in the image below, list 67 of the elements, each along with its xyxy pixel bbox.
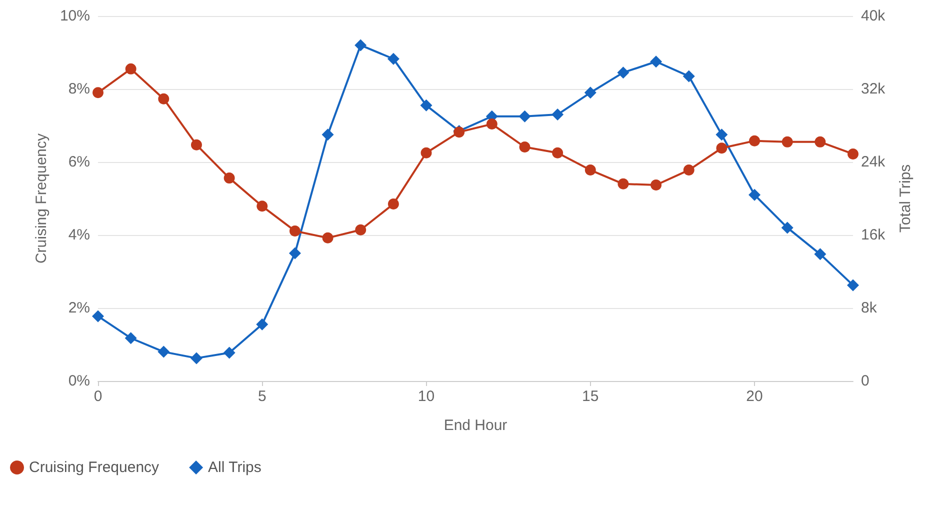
point — [289, 225, 300, 236]
point — [584, 164, 596, 176]
point — [288, 247, 301, 260]
x-tick-label: 0 — [94, 388, 102, 405]
y2-tick-label: 24k — [861, 154, 886, 170]
point — [355, 224, 366, 236]
y2-tick-label: 32k — [861, 80, 886, 98]
point — [124, 332, 137, 344]
y-tick-label: 0% — [68, 372, 90, 390]
point — [158, 346, 170, 358]
legend-label: All Trips — [208, 459, 262, 476]
point — [650, 56, 662, 68]
point — [388, 198, 399, 210]
point — [322, 128, 334, 141]
legend-label: Cruising Frequency — [29, 459, 160, 476]
point — [650, 180, 662, 190]
y-tick-label: 10% — [60, 8, 90, 24]
point — [256, 200, 268, 212]
point — [584, 86, 596, 99]
point — [420, 99, 432, 112]
point — [749, 135, 760, 146]
y-tick-label: 4% — [68, 226, 90, 244]
x-tick-label: 15 — [582, 388, 599, 405]
point — [387, 52, 400, 65]
point — [486, 118, 498, 130]
point — [158, 93, 170, 104]
point — [92, 310, 104, 322]
point — [322, 232, 334, 244]
point — [190, 352, 202, 364]
point — [92, 87, 104, 98]
y2-tick-label: 0 — [861, 372, 870, 390]
y2-tick-label: 40k — [861, 8, 886, 24]
y-tick-label: 6% — [68, 154, 90, 170]
x-tick-label: 20 — [746, 388, 763, 405]
point — [224, 172, 235, 184]
point — [552, 108, 564, 121]
point — [552, 147, 564, 158]
x-tick-label: 5 — [258, 388, 266, 405]
point — [617, 66, 630, 79]
point — [618, 178, 629, 190]
point — [716, 142, 728, 154]
y2-axis-title: Total Trips — [897, 164, 914, 233]
point — [716, 128, 728, 141]
point — [814, 248, 826, 260]
x-axis-title: End Hour — [444, 417, 508, 434]
point — [125, 63, 136, 74]
point — [223, 346, 236, 359]
point — [847, 279, 859, 292]
point — [748, 188, 761, 201]
point — [519, 142, 530, 153]
point — [781, 222, 794, 234]
point — [354, 39, 367, 52]
point — [256, 318, 268, 330]
point — [683, 164, 694, 176]
y-axis-title: Cruising Frequency — [33, 132, 50, 264]
y2-tick-label: 8k — [861, 300, 878, 316]
y-tick-label: 2% — [68, 300, 90, 316]
point — [518, 110, 531, 122]
x-tick-label: 10 — [418, 388, 435, 405]
point — [420, 147, 432, 158]
y-tick-label: 8% — [68, 80, 90, 98]
point — [190, 139, 202, 150]
y2-tick-label: 16k — [861, 226, 886, 244]
point — [814, 136, 826, 148]
point — [782, 136, 793, 148]
point — [848, 148, 858, 160]
point — [682, 70, 695, 82]
